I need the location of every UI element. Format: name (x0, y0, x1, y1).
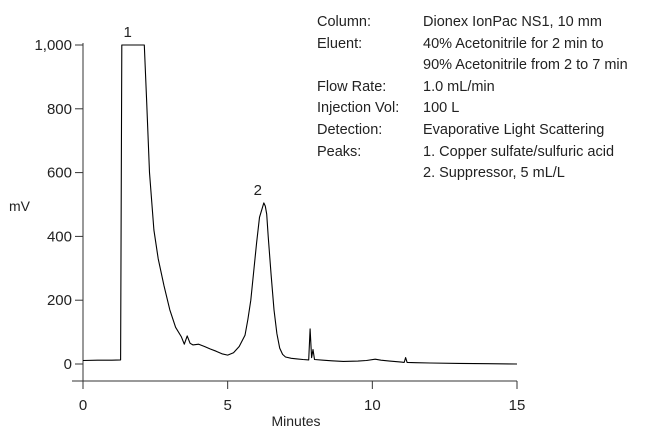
plot-area (82, 44, 518, 365)
method-conditions: Column: Dionex IonPac NS1, 10 mm Eluent:… (317, 12, 628, 185)
x-tick-label: 10 (364, 397, 381, 414)
chart-labels: 0 200 400 600 800 1,000 0 5 10 15 Minutes mV 1 2 (9, 24, 525, 429)
info-row-peaks: Peaks: 1. Copper sulfate/sulfuric acid (317, 142, 628, 164)
info-value: 40% Acetonitrile for 2 min to (423, 35, 604, 52)
info-value: 2. Suppressor, 5 mL/L (423, 165, 565, 182)
info-row-eluent-cont: 90% Acetonitrile from 2 to 7 min (317, 55, 628, 77)
info-label: Peaks: (317, 143, 362, 160)
info-row-peaks-cont: 2. Suppressor, 5 mL/L (317, 163, 628, 185)
info-label: Detection: (317, 121, 383, 138)
x-axis-title: Minutes (271, 413, 320, 429)
info-row-injection-vol: Injection Vol: 100 L (317, 98, 628, 120)
y-tick-label: 800 (47, 101, 72, 118)
info-label: Flow Rate: (317, 78, 387, 95)
info-row-eluent: Eluent: 40% Acetonitrile for 2 min to (317, 34, 628, 56)
info-label (317, 163, 423, 185)
y-tick-label: 200 (47, 292, 72, 309)
info-row-column: Column: Dionex IonPac NS1, 10 mm (317, 12, 628, 34)
info-row-detection: Detection: Evaporative Light Scattering (317, 120, 628, 142)
info-value: Evaporative Light Scattering (423, 121, 605, 138)
info-value: 1.0 mL/min (423, 78, 495, 95)
y-tick-label: 600 (47, 165, 72, 182)
y-tick-label: 0 (64, 356, 72, 373)
info-value: 90% Acetonitrile from 2 to 7 min (423, 57, 628, 74)
axes (72, 43, 518, 389)
y-axis-title: mV (9, 198, 31, 214)
x-tick-label: 0 (79, 397, 87, 414)
series-line-0 (82, 44, 518, 365)
info-value: 100 L (423, 100, 460, 117)
info-row-flow-rate: Flow Rate: 1.0 mL/min (317, 77, 628, 99)
y-tick-label: 400 (47, 228, 72, 245)
x-tick-label: 15 (509, 397, 526, 414)
peak-label: 2 (254, 182, 262, 199)
peak-label: 1 (123, 24, 131, 41)
info-value: 1. Copper sulfate/sulfuric acid (423, 143, 615, 160)
y-tick-label: 1,000 (34, 37, 72, 54)
info-label (317, 55, 423, 77)
info-value: Dionex IonPac NS1, 10 mm (423, 14, 602, 30)
info-label: Eluent: (317, 35, 363, 52)
x-tick-label: 5 (223, 397, 231, 414)
info-label: Column: (317, 14, 371, 30)
info-label: Injection Vol: (317, 100, 400, 117)
